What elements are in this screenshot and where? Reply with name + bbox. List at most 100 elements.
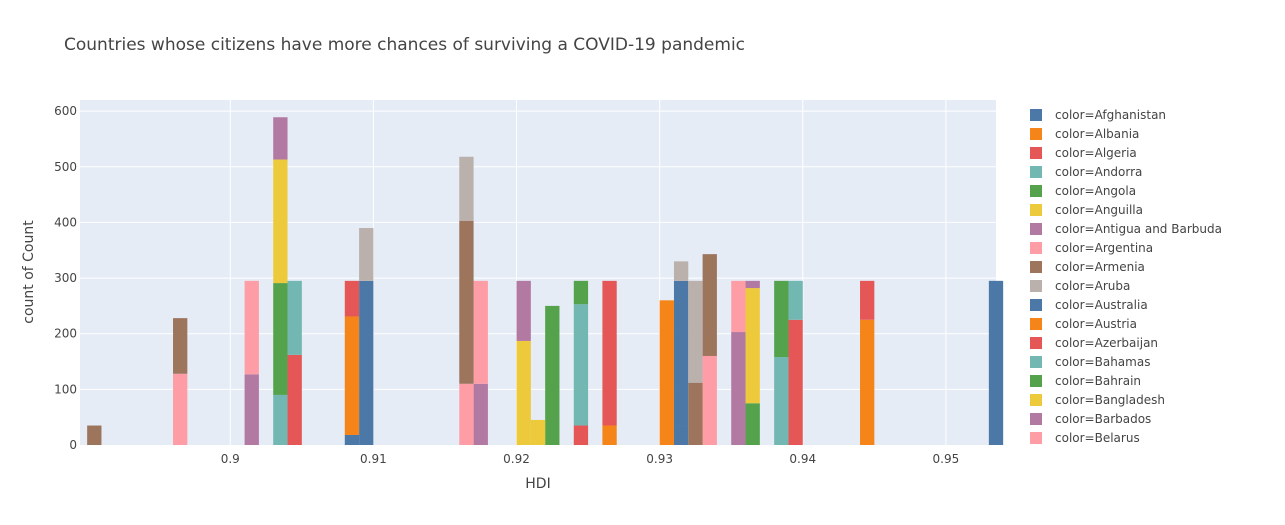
bar-segment[interactable]	[860, 280, 875, 320]
bar-segment[interactable]	[244, 374, 259, 445]
legend-item[interactable]: color=Argentina	[1030, 241, 1153, 255]
bar-segment[interactable]	[273, 159, 288, 284]
bar-segment[interactable]	[359, 227, 374, 281]
legend-label: color=Bahrain	[1055, 374, 1141, 388]
legend-item[interactable]: color=Azerbaijan	[1030, 336, 1158, 350]
bar-segment[interactable]	[788, 280, 803, 320]
bar-segment[interactable]	[731, 280, 746, 333]
bar-segment[interactable]	[273, 283, 288, 395]
bar-segment[interactable]	[287, 280, 302, 355]
y-tick-label: 300	[54, 271, 77, 285]
bar-segment[interactable]	[473, 280, 488, 384]
legend-swatch	[1030, 413, 1042, 425]
legend-swatch	[1030, 242, 1042, 254]
legend-item[interactable]: color=Bangladesh	[1030, 393, 1165, 407]
bar-segment[interactable]	[459, 220, 474, 384]
legend-label: color=Aruba	[1055, 279, 1130, 293]
bar-segment[interactable]	[473, 383, 488, 445]
legend-swatch	[1030, 166, 1042, 178]
legend-item[interactable]: color=Anguilla	[1030, 203, 1143, 217]
legend-swatch	[1030, 356, 1042, 368]
bar-segment[interactable]	[688, 280, 703, 383]
bar-segment[interactable]	[702, 254, 717, 356]
bar-segment[interactable]	[774, 357, 789, 445]
legend-label: color=Bangladesh	[1055, 393, 1165, 407]
legend-item[interactable]: color=Bahamas	[1030, 355, 1150, 369]
legend-item[interactable]: color=Bahrain	[1030, 374, 1141, 388]
bar-segment[interactable]	[573, 304, 589, 426]
bar-segment[interactable]	[602, 280, 617, 426]
bar-segment[interactable]	[173, 318, 188, 374]
chart-title: Countries whose citizens have more chanc…	[64, 35, 745, 55]
bar-segment[interactable]	[244, 280, 259, 375]
legend-swatch	[1030, 223, 1042, 235]
bar-segment[interactable]	[344, 316, 360, 435]
bar-segment[interactable]	[573, 280, 589, 305]
bar-segment[interactable]	[273, 394, 288, 445]
legend-item[interactable]: color=Belarus	[1030, 431, 1140, 445]
legend-label: color=Antigua and Barbuda	[1055, 222, 1222, 236]
legend-item[interactable]: color=Antigua and Barbuda	[1030, 222, 1222, 236]
legend-item[interactable]: color=Angola	[1030, 184, 1136, 198]
legend-item[interactable]: color=Algeria	[1030, 146, 1137, 160]
bar-segment[interactable]	[459, 156, 474, 221]
bar-segment[interactable]	[788, 319, 803, 445]
bar-segment[interactable]	[287, 354, 302, 445]
legend-swatch	[1030, 280, 1042, 292]
legend-label: color=Australia	[1055, 298, 1148, 312]
legend-swatch	[1030, 375, 1042, 387]
bar-segment[interactable]	[673, 425, 689, 445]
bar-segment[interactable]	[273, 117, 288, 160]
legend-swatch	[1030, 128, 1042, 140]
bar-segment[interactable]	[673, 261, 689, 281]
legend: color=Afghanistan color=Albania color=Alge…	[1030, 108, 1222, 445]
bar-segment[interactable]	[745, 280, 760, 289]
bar-segment[interactable]	[731, 332, 746, 445]
legend-swatch	[1030, 394, 1042, 406]
bar-segment[interactable]	[87, 425, 102, 445]
bar-segment[interactable]	[545, 305, 560, 445]
bar-segment[interactable]	[988, 280, 1004, 445]
legend-label: color=Angola	[1055, 184, 1136, 198]
legend-label: color=Afghanistan	[1055, 108, 1166, 122]
x-tick-label: 0.93	[646, 452, 673, 466]
bar-segment[interactable]	[530, 419, 546, 445]
bar-segment[interactable]	[659, 300, 674, 445]
bar-segment[interactable]	[173, 373, 188, 445]
y-tick-label: 100	[54, 382, 77, 396]
legend-item[interactable]: color=Armenia	[1030, 260, 1145, 274]
legend-item[interactable]: color=Australia	[1030, 298, 1148, 312]
bar-segment[interactable]	[359, 280, 374, 445]
legend-item[interactable]: color=Austria	[1030, 317, 1137, 331]
bar-segment[interactable]	[702, 355, 717, 445]
legend-swatch	[1030, 432, 1042, 444]
legend-item[interactable]: color=Aruba	[1030, 279, 1130, 293]
bar-segment[interactable]	[459, 383, 474, 445]
bar-segment[interactable]	[745, 288, 760, 404]
bar-segment[interactable]	[516, 280, 531, 341]
legend-swatch	[1030, 261, 1042, 273]
legend-item[interactable]: color=Andorra	[1030, 165, 1142, 179]
bars-group	[87, 117, 1004, 445]
y-axis-title: count of Count	[21, 220, 37, 324]
bar-segment[interactable]	[673, 280, 689, 426]
legend-swatch	[1030, 204, 1042, 216]
gridlines	[80, 100, 996, 445]
legend-item[interactable]: color=Afghanistan	[1030, 108, 1166, 122]
legend-label: color=Azerbaijan	[1055, 336, 1158, 350]
legend-swatch	[1030, 185, 1042, 197]
bar-segment[interactable]	[344, 280, 360, 317]
legend-item[interactable]: color=Barbados	[1030, 412, 1151, 426]
bar-segment[interactable]	[745, 403, 760, 445]
bar-segment[interactable]	[516, 340, 531, 445]
bar-segment[interactable]	[688, 382, 703, 445]
bar-segment[interactable]	[344, 434, 360, 445]
x-tick-label: 0.9	[221, 452, 240, 466]
y-tick-label: 600	[54, 104, 77, 118]
bar-segment[interactable]	[602, 425, 617, 445]
legend-item[interactable]: color=Albania	[1030, 127, 1139, 141]
bar-segment[interactable]	[573, 425, 589, 445]
bar-segment[interactable]	[860, 319, 875, 445]
bar-segment[interactable]	[774, 280, 789, 358]
legend-label: color=Albania	[1055, 127, 1139, 141]
